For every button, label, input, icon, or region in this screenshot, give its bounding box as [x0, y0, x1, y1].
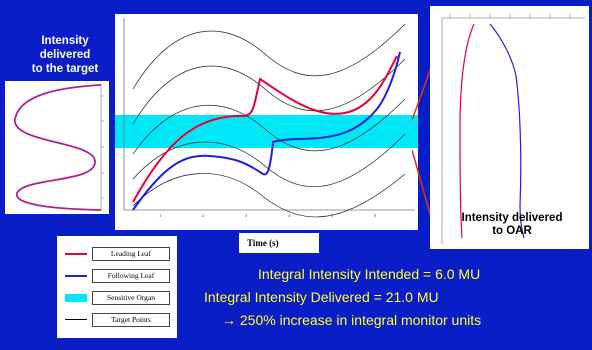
leaf-trajectory-plot: 1 2 3 4 5 6: [115, 14, 418, 230]
plot-ticks: [101, 95, 104, 199]
legend-item-following-leaf: Following Leaf: [62, 268, 172, 284]
oar-intensity-label-line: to OAR: [492, 225, 532, 237]
legend-item-sensitive-organ: Sensitive Organ: [62, 290, 172, 306]
target-intensity-curve: [14, 84, 102, 211]
following-leaf-trajectory: [132, 51, 401, 211]
target-intensity-plot: [5, 81, 109, 214]
x-axis-label: Time (s): [239, 233, 319, 253]
legend-label: Leading Leaf: [92, 247, 170, 261]
x-tick-labels: 1 2 3 4 5 6: [159, 213, 377, 218]
plot-ticks: [449, 14, 571, 18]
target-intensity-label-line: Intensity: [41, 35, 89, 47]
legend-item-leading-leaf: Leading Leaf: [62, 246, 172, 262]
svg-text:6: 6: [374, 213, 377, 218]
integral-intended-text: Integral Intensity Intended = 6.0 MU: [258, 266, 481, 282]
x-axis-label-text: Time (s): [247, 238, 279, 248]
integral-delivered-text: Integral Intensity Delivered = 21.0 MU: [204, 289, 439, 305]
legend-label: Sensitive Organ: [92, 291, 170, 305]
legend-swatch: [65, 253, 87, 255]
oar-intensity-curve-low: [459, 23, 475, 239]
oar-intensity-label: Intensity delivered to OAR: [442, 212, 582, 238]
legend-swatch: [65, 319, 87, 320]
target-points: [132, 23, 406, 218]
svg-text:3: 3: [245, 213, 248, 218]
legend-swatch: [65, 275, 87, 277]
svg-text:1: 1: [159, 213, 161, 218]
svg-text:4: 4: [288, 213, 291, 218]
oar-intensity-label-line: Intensity delivered: [461, 212, 563, 224]
legend-item-target-points: Target Points: [62, 312, 172, 328]
legend-label: Target Points: [92, 313, 170, 327]
oar-intensity-plot: [430, 6, 589, 249]
svg-text:2: 2: [202, 213, 204, 218]
monitor-unit-increase-text: → 250% increase in integral monitor unit…: [222, 312, 482, 328]
legend-label: Following Leaf: [92, 269, 170, 283]
target-intensity-label-line: to the target: [31, 63, 99, 75]
sensitive-organ-band: [115, 115, 418, 148]
legend: Leading Leaf Following Leaf Sensitive Or…: [57, 236, 177, 338]
oar-intensity-curve-high: [489, 23, 525, 239]
svg-text:5: 5: [331, 213, 334, 218]
leading-leaf-trajectory: [132, 55, 398, 203]
target-intensity-label: Intensity delivered to the target: [6, 34, 124, 76]
legend-swatch: [65, 294, 87, 302]
target-intensity-label-line: delivered: [39, 49, 91, 61]
